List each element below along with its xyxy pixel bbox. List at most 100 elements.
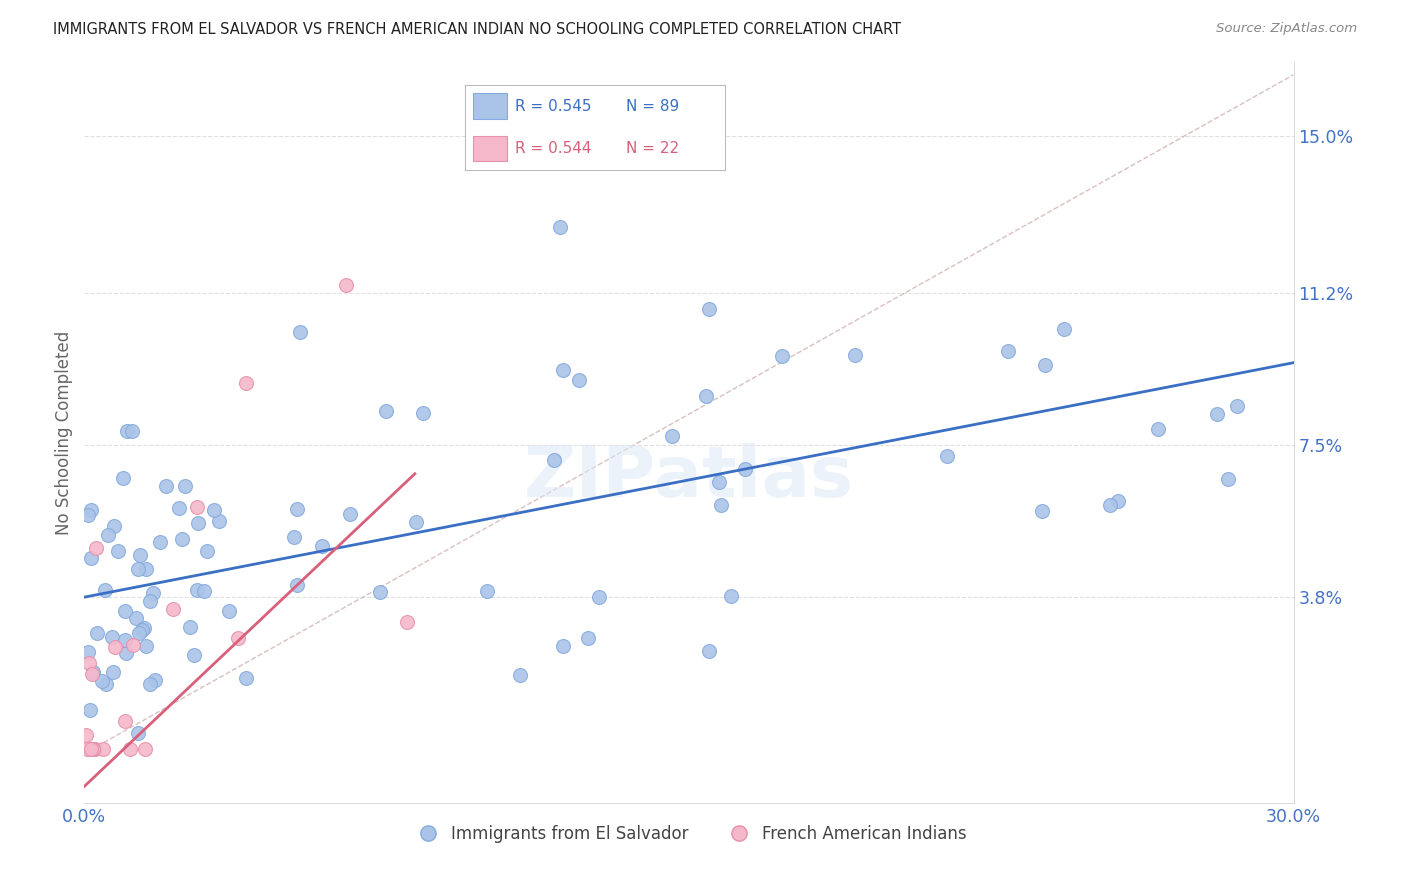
Point [697,643,720,657]
Point [1035,358,1057,372]
Point [93,583,115,598]
Point [101,665,124,680]
Point [405,515,427,529]
Point [335,277,357,292]
Point [101,630,124,644]
Point [134,621,156,635]
Point [509,668,531,682]
Point [661,429,683,443]
Point [997,343,1019,358]
Point [548,219,571,234]
Point [128,626,150,640]
Point [104,640,127,654]
Point [543,453,565,467]
Point [477,584,499,599]
Point [114,714,136,728]
Text: Source: ZipAtlas.com: Source: ZipAtlas.com [1216,22,1357,36]
Point [844,347,866,361]
Point [1031,504,1053,518]
Point [375,404,398,418]
Point [97,528,120,542]
Point [149,535,172,549]
Point [207,514,229,528]
Point [103,518,125,533]
Point [77,657,100,671]
Point [174,479,197,493]
Point [707,475,730,489]
Point [936,450,959,464]
Point [235,671,257,685]
Point [1226,399,1249,413]
Point [1099,498,1122,512]
Point [202,502,225,516]
Point [135,561,157,575]
Point [734,462,756,476]
Point [1107,493,1129,508]
Text: IMMIGRANTS FROM EL SALVADOR VS FRENCH AMERICAN INDIAN NO SCHOOLING COMPLETED COR: IMMIGRANTS FROM EL SALVADOR VS FRENCH AM… [53,22,901,37]
Point [576,632,599,646]
Point [77,644,100,658]
Point [235,376,257,391]
Point [412,407,434,421]
Point [1146,422,1168,436]
Point [86,626,108,640]
Point [111,471,134,485]
Point [720,589,742,603]
Point [395,615,418,629]
Point [82,742,104,756]
Point [283,530,305,544]
Point [187,516,209,531]
Point [139,593,162,607]
Point [311,539,333,553]
Point [80,666,103,681]
Point [91,674,114,689]
Point [127,726,149,740]
Point [193,584,215,599]
Point [588,590,610,604]
Point [1205,407,1227,421]
Point [169,500,191,515]
Y-axis label: No Schooling Completed: No Schooling Completed [55,331,73,534]
Point [131,623,153,637]
Point [1216,472,1239,486]
Text: ZIPatlas: ZIPatlas [524,442,853,511]
Point [551,640,574,654]
Point [339,508,361,522]
Legend: Immigrants from El Salvador, French American Indians: Immigrants from El Salvador, French Amer… [405,819,973,850]
Point [91,742,114,756]
Point [127,562,149,576]
Point [134,742,156,756]
Point [114,646,136,660]
Point [186,583,208,598]
Point [183,648,205,662]
Point [197,543,219,558]
Point [287,502,309,516]
Point [80,742,103,756]
Point [121,424,143,438]
Point [124,611,146,625]
Point [226,632,249,646]
Point [114,632,136,647]
Point [76,742,98,756]
Point [772,349,794,363]
Point [139,677,162,691]
Point [94,677,117,691]
Point [1053,322,1076,336]
Point [82,665,104,680]
Point [135,639,157,653]
Point [84,742,107,756]
Point [143,673,166,688]
Point [129,548,152,562]
Point [118,742,141,756]
Point [285,577,308,591]
Point [186,500,208,514]
Point [290,325,312,339]
Point [142,586,165,600]
Point [115,424,138,438]
Point [179,620,201,634]
Point [86,541,108,555]
Point [551,363,574,377]
Point [80,551,103,566]
Point [155,479,177,493]
Point [695,389,717,403]
